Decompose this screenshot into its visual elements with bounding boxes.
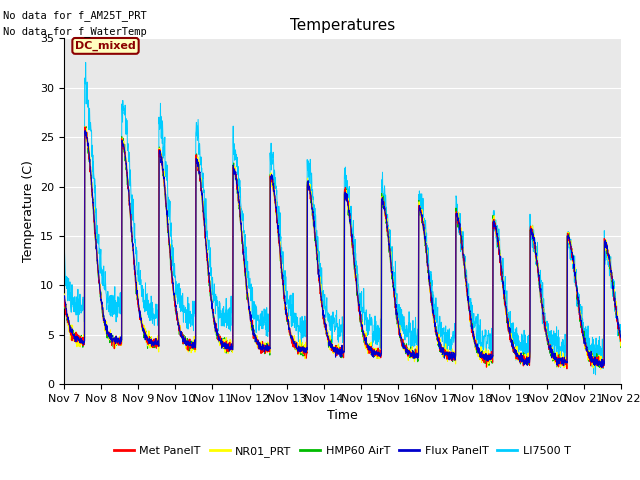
X-axis label: Time: Time (327, 409, 358, 422)
Title: Temperatures: Temperatures (290, 18, 395, 33)
Text: No data for f_AM25T_PRT: No data for f_AM25T_PRT (3, 10, 147, 21)
Legend: Met PanelT, NR01_PRT, HMP60 AirT, Flux PanelT, LI7500 T: Met PanelT, NR01_PRT, HMP60 AirT, Flux P… (109, 442, 575, 461)
Y-axis label: Temperature (C): Temperature (C) (22, 160, 35, 262)
Text: No data for f_WaterTemp: No data for f_WaterTemp (3, 26, 147, 37)
Text: DC_mixed: DC_mixed (75, 41, 136, 51)
